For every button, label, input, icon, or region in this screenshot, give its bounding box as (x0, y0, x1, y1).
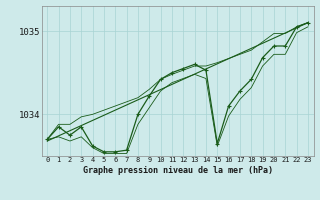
X-axis label: Graphe pression niveau de la mer (hPa): Graphe pression niveau de la mer (hPa) (83, 166, 273, 175)
